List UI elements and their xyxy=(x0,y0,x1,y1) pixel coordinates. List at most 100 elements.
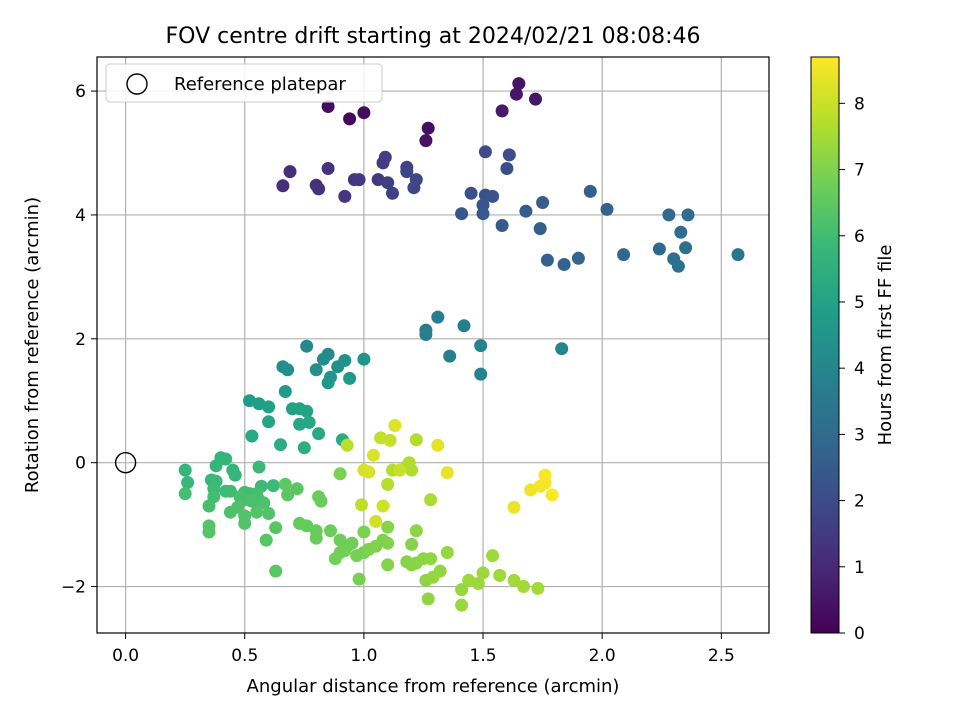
data-point xyxy=(297,441,311,455)
data-point xyxy=(378,150,392,164)
colorbar-tick-label: 7 xyxy=(854,161,865,181)
data-point xyxy=(362,465,376,479)
data-point xyxy=(376,499,390,513)
data-point xyxy=(383,433,397,447)
data-point xyxy=(338,544,352,558)
data-point xyxy=(519,204,533,218)
legend-reference-marker xyxy=(126,73,148,95)
data-point xyxy=(381,536,395,550)
x-tick-label: 1.0 xyxy=(350,646,377,666)
legend-box xyxy=(105,63,383,103)
data-point xyxy=(471,577,485,590)
data-point xyxy=(283,165,297,179)
data-point xyxy=(219,452,233,466)
colorbar-tick-label: 3 xyxy=(854,425,865,445)
data-point xyxy=(393,463,407,477)
data-point xyxy=(312,182,326,196)
data-point xyxy=(262,400,276,414)
data-point xyxy=(352,173,366,187)
x-tick-label: 2.0 xyxy=(589,646,616,666)
data-point xyxy=(281,363,295,377)
data-point xyxy=(250,505,264,519)
reference-platepar-marker xyxy=(114,451,137,474)
data-point xyxy=(400,165,414,179)
plot-frame xyxy=(96,56,770,634)
data-point xyxy=(440,546,454,559)
data-point xyxy=(674,225,688,239)
colorbar-ticks: 0 1 2 3 4 5 6 7 8 xyxy=(839,94,865,644)
data-point xyxy=(583,184,597,198)
data-point xyxy=(545,488,559,502)
data-point xyxy=(474,367,488,381)
data-point xyxy=(405,463,419,477)
data-point xyxy=(302,415,316,429)
data-point xyxy=(507,573,521,587)
x-tick-label: 2.5 xyxy=(708,646,735,666)
data-point xyxy=(409,173,423,187)
data-point xyxy=(424,493,438,507)
data-point xyxy=(381,558,395,572)
x-axis-ticks: 0.0 0.5 1.0 1.5 2.0 2.5 xyxy=(112,633,735,666)
data-point xyxy=(386,186,399,200)
data-point xyxy=(431,310,445,324)
data-point xyxy=(478,145,492,159)
data-point xyxy=(278,385,292,398)
data-point xyxy=(555,342,569,356)
data-point xyxy=(486,189,500,203)
data-point xyxy=(679,241,693,255)
data-point xyxy=(178,487,192,501)
data-point xyxy=(536,196,550,209)
data-point xyxy=(681,208,695,222)
data-point xyxy=(355,498,368,512)
y-tick-label: 2 xyxy=(75,330,86,350)
data-point xyxy=(419,328,433,341)
data-point xyxy=(381,520,395,534)
y-tick-label: 4 xyxy=(75,206,86,226)
legend: Reference platepar xyxy=(105,63,383,103)
data-point xyxy=(309,531,323,545)
data-point xyxy=(433,564,447,578)
data-point xyxy=(369,515,383,528)
data-point xyxy=(352,572,366,586)
data-point xyxy=(269,521,283,535)
data-point xyxy=(464,186,478,200)
data-point xyxy=(333,467,347,481)
data-point xyxy=(512,77,526,91)
data-point xyxy=(529,92,542,106)
data-point xyxy=(312,427,326,441)
data-point xyxy=(509,87,523,101)
y-axis-label: Rotation from reference (arcmin) xyxy=(22,197,43,493)
data-point xyxy=(731,248,745,262)
plot-area xyxy=(97,57,769,633)
colorbar-tick-label: 4 xyxy=(854,359,865,379)
data-point xyxy=(231,500,245,514)
data-point xyxy=(474,339,488,353)
data-point xyxy=(316,352,330,366)
x-tick-label: 0.0 xyxy=(112,646,139,666)
data-point xyxy=(381,477,395,491)
data-point xyxy=(321,376,335,390)
data-point xyxy=(540,253,554,267)
colorbar-label: Hours from first FF file xyxy=(875,245,896,446)
data-point xyxy=(600,202,614,216)
data-point xyxy=(228,468,242,482)
data-point xyxy=(424,552,438,566)
colorbar xyxy=(810,56,840,634)
data-point xyxy=(495,219,509,232)
data-point xyxy=(495,104,509,118)
data-point xyxy=(381,176,395,190)
data-point xyxy=(262,415,276,429)
data-point xyxy=(309,363,323,377)
data-point xyxy=(476,207,490,221)
data-point xyxy=(202,525,216,539)
data-point xyxy=(421,121,435,135)
data-point xyxy=(245,429,259,443)
colorbar-tick-label: 0 xyxy=(854,624,865,644)
data-point xyxy=(274,438,287,452)
data-point xyxy=(202,499,216,513)
data-point xyxy=(338,189,352,203)
data-point xyxy=(507,500,521,514)
data-point xyxy=(652,242,666,256)
data-point xyxy=(357,106,371,120)
data-point xyxy=(405,537,419,551)
